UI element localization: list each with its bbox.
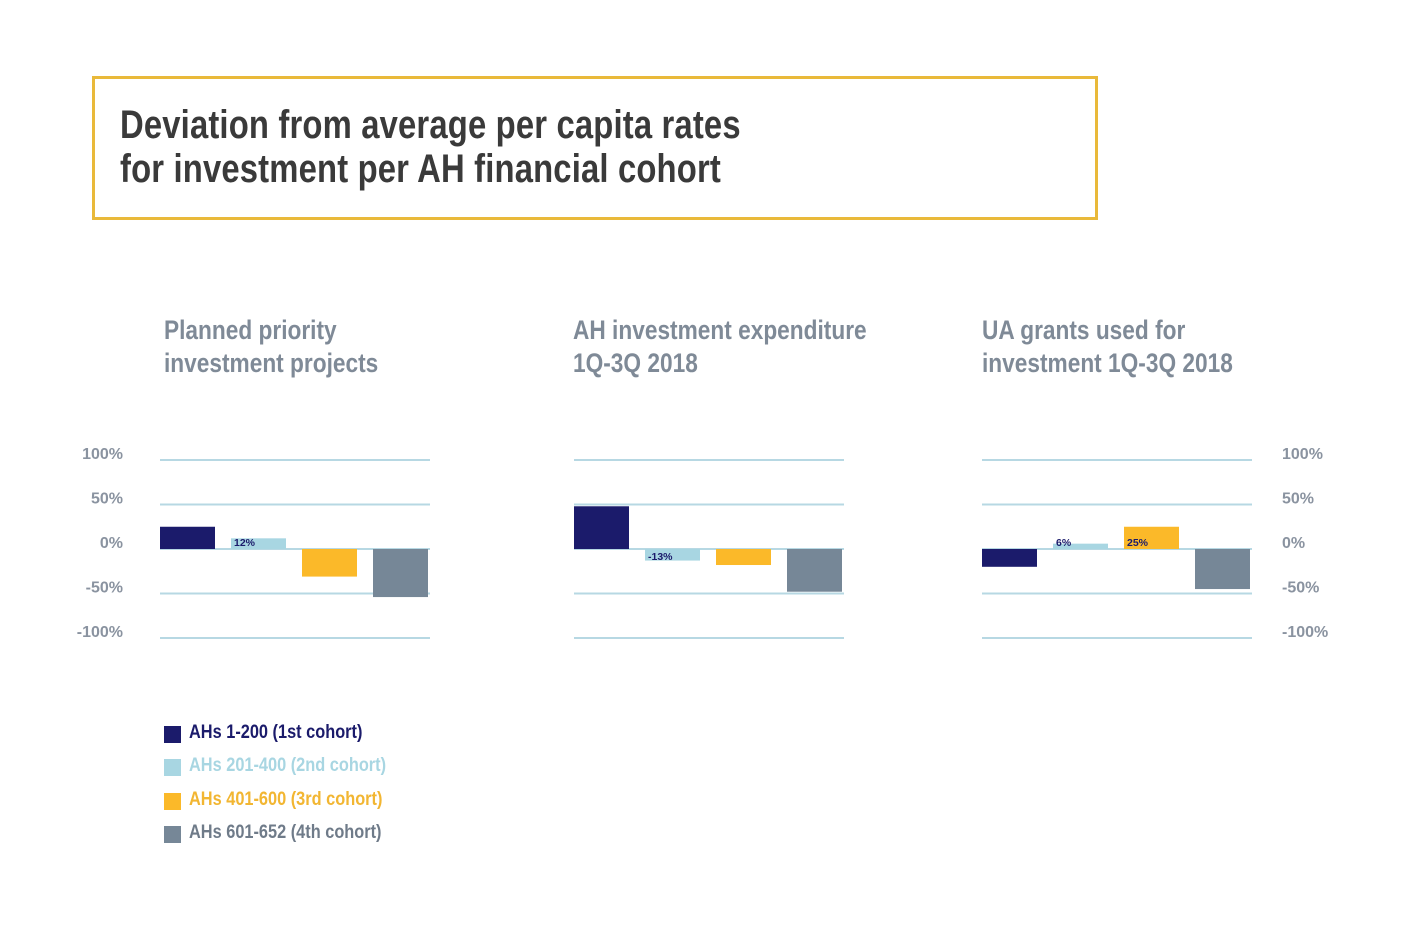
- bar-chart1-cohort4: [373, 549, 428, 598]
- legend-swatch-cohort-4: [164, 825, 181, 843]
- legend-label-cohort-3: AHs 401-600 (3rd cohort): [189, 788, 383, 810]
- subchart-3-title-line-1: UA grants used for: [982, 315, 1186, 345]
- chart-title-line-2: for investment per AH financial cohort: [120, 147, 721, 191]
- data-label-chart1-cohort2: 12%: [234, 537, 256, 549]
- y-tick-label-3-4: -100%: [1282, 624, 1328, 641]
- bar-chart2-cohort1: [574, 506, 629, 549]
- bar-chart3-cohort1: [982, 549, 1037, 567]
- legend-label-cohort-4: AHs 601-652 (4th cohort): [189, 821, 382, 843]
- title-box: Deviation from average per capita rates …: [92, 76, 1098, 220]
- bar-chart3-cohort3: [1124, 526, 1179, 549]
- bar-chart3-cohort4: [1195, 549, 1250, 590]
- bar-chart1-cohort1: [160, 526, 215, 549]
- y-tick-label-3-0: 100%: [1282, 446, 1323, 463]
- chart-title-line-1: Deviation from average per capita rates: [120, 103, 741, 147]
- y-tick-label-1-0: 100%: [82, 446, 123, 463]
- legend-label-cohort-2: AHs 201-400 (2nd cohort): [189, 755, 387, 777]
- bar-chart1-cohort2: [231, 538, 286, 549]
- y-tick-label-1-1: 50%: [91, 491, 123, 508]
- subchart-3-title: UA grants used for investment 1Q-3Q 2018: [982, 314, 1233, 380]
- subchart-3-title-line-2: investment 1Q-3Q 2018: [982, 348, 1233, 378]
- bar-chart1-cohort3: [302, 549, 357, 577]
- bar-chart2-cohort4: [787, 549, 842, 592]
- subchart-1-title-line-2: investment projects: [164, 348, 379, 378]
- y-tick-label-1-3: -50%: [86, 580, 123, 597]
- legend-swatch-cohort-3: [164, 792, 181, 810]
- legend-swatch-cohort-1: [164, 726, 181, 743]
- data-label-chart3-cohort2: 6%: [1056, 537, 1072, 549]
- y-tick-label-3-2: 0%: [1282, 535, 1305, 552]
- y-tick-label-3-3: -50%: [1282, 580, 1319, 597]
- subchart-1-title-line-1: Planned priority: [164, 315, 337, 345]
- bar-chart2-cohort3: [716, 549, 771, 566]
- subchart-2-title-line-1: AH investment expenditure: [573, 315, 867, 345]
- legend-swatch-cohort-2: [164, 759, 181, 777]
- bar-chart2-cohort2: [645, 549, 700, 561]
- subchart-2-title: AH investment expenditure 1Q-3Q 2018: [573, 314, 867, 380]
- y-tick-label-1-4: -100%: [77, 624, 123, 641]
- data-label-chart2-cohort2: -13%: [648, 551, 673, 563]
- legend-label-cohort-1: AHs 1-200 (1st cohort): [189, 722, 363, 743]
- y-tick-label-3-1: 50%: [1282, 491, 1314, 508]
- subchart-2-title-line-2: 1Q-3Q 2018: [573, 348, 698, 378]
- y-tick-label-1-2: 0%: [100, 535, 123, 552]
- bar-chart3-cohort2: [1053, 543, 1108, 549]
- data-label-chart3-cohort3: 25%: [1127, 537, 1149, 549]
- subchart-1-title: Planned priority investment projects: [164, 314, 378, 380]
